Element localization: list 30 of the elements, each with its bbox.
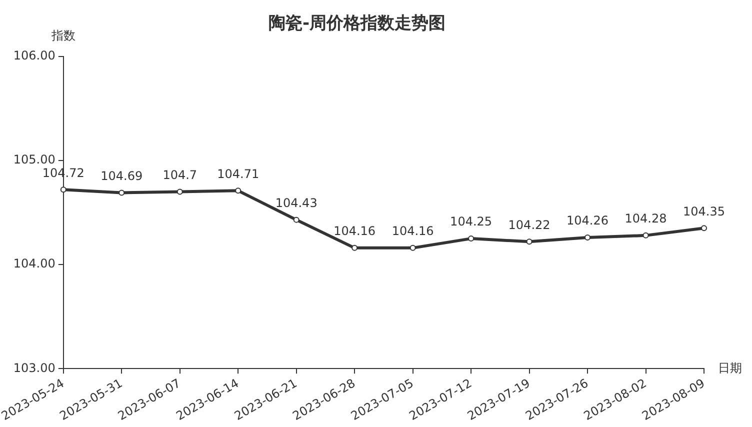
data-label: 104.43 xyxy=(275,196,318,210)
point xyxy=(235,188,242,194)
data-label: 104.26 xyxy=(566,214,609,228)
data-label: 104.35 xyxy=(683,204,725,218)
data-label: 104.28 xyxy=(624,212,667,226)
data-label: 104.22 xyxy=(508,218,550,232)
y-tick-label: 106.00 xyxy=(13,48,56,63)
point xyxy=(584,234,591,241)
x-axis-title: 日期 xyxy=(718,360,742,375)
y-tick-label: 104.00 xyxy=(13,256,56,271)
point xyxy=(176,188,183,195)
data-label: 104.71 xyxy=(217,166,260,181)
y-tick-label: 103.00 xyxy=(13,360,56,375)
point xyxy=(468,236,474,242)
point xyxy=(642,232,649,238)
data-label: 104.16 xyxy=(392,224,434,238)
data-label: 104.25 xyxy=(450,214,492,229)
point xyxy=(352,244,358,251)
data-label: 104.16 xyxy=(334,224,376,238)
y-tick-label: 105.00 xyxy=(13,152,56,167)
point xyxy=(118,190,125,196)
y-axis-title: 指数 xyxy=(50,28,76,43)
data-label: 104.7 xyxy=(162,168,198,182)
chart-title: 陶瓷-周价格指数走势图 xyxy=(268,14,446,34)
point xyxy=(410,244,416,251)
point xyxy=(293,216,300,223)
point xyxy=(526,238,532,245)
point xyxy=(60,186,66,193)
data-label: 104.69 xyxy=(100,168,143,183)
point xyxy=(701,225,707,232)
